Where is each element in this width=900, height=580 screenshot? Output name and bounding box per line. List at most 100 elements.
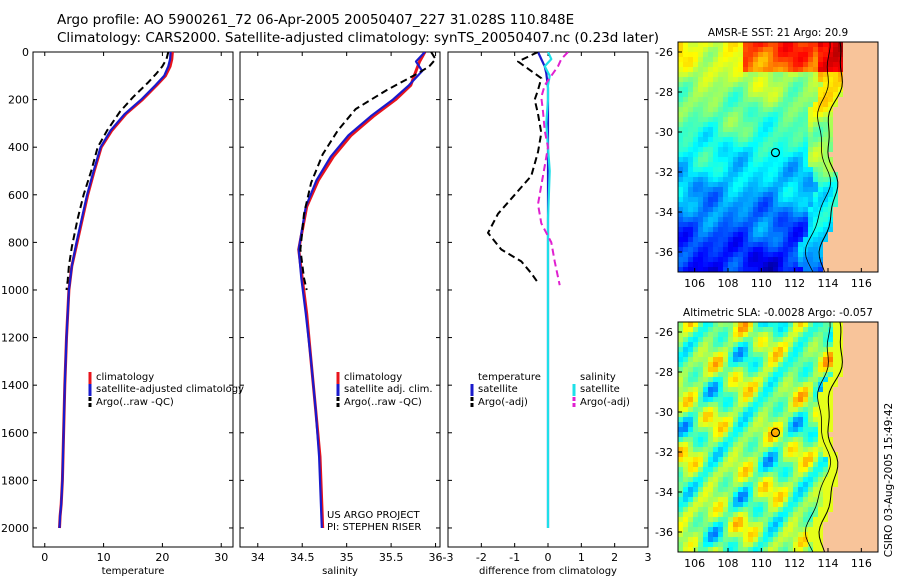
map-cell (763, 92, 769, 98)
map-cell (693, 322, 699, 328)
map-cell (718, 407, 724, 413)
map-cell (738, 47, 744, 53)
map-cell (813, 492, 819, 498)
map-cell (708, 387, 714, 393)
map-cell (768, 537, 774, 543)
map-cell (823, 347, 829, 353)
map-cell (873, 512, 878, 518)
map-cell (713, 447, 719, 453)
map-cell (723, 482, 729, 488)
map-cell (768, 322, 774, 328)
map-cell (773, 432, 779, 438)
map-cell (828, 142, 834, 148)
map-cell (858, 527, 864, 533)
map-cell (768, 182, 774, 188)
map-cell (853, 162, 859, 168)
map-cell (768, 332, 774, 338)
map-cell (788, 437, 794, 443)
map-cell (798, 457, 804, 463)
map-cell (803, 112, 809, 118)
map-cell (873, 367, 878, 373)
map-cell (728, 422, 734, 428)
map-cell (843, 427, 849, 433)
map-cell (708, 197, 714, 203)
map-cell (693, 122, 699, 128)
map-cell (728, 447, 734, 453)
map-cell (828, 132, 834, 138)
map-cell (858, 492, 864, 498)
map-cell (738, 52, 744, 58)
map-cell (848, 407, 854, 413)
map-cell (718, 392, 724, 398)
map-cell (783, 432, 789, 438)
map-cell (708, 52, 714, 58)
map-cell (823, 222, 829, 228)
map-cell (828, 157, 834, 163)
map-cell (808, 137, 814, 143)
map-cell (758, 157, 764, 163)
map-cell (683, 547, 689, 552)
legend-temp-argo: Argo(..raw -QC) (96, 397, 174, 408)
map-cell (728, 377, 734, 383)
map-cell (758, 547, 764, 552)
map-cell (818, 217, 824, 223)
map-cell (853, 367, 859, 373)
map-cell (688, 452, 694, 458)
map-cell (768, 57, 774, 63)
map-cell (843, 417, 849, 423)
map-cell (813, 67, 819, 73)
map-cell (748, 137, 754, 143)
map-cell (768, 72, 774, 78)
map-cell (818, 332, 824, 338)
map-cell (858, 82, 864, 88)
map-cell (678, 137, 684, 143)
map-cell (868, 237, 874, 243)
map-cell (833, 512, 839, 518)
map-cell (743, 47, 749, 53)
map-cell (698, 372, 704, 378)
map-cell (778, 112, 784, 118)
map-cell (848, 482, 854, 488)
map-cell (843, 332, 849, 338)
map-cell (758, 137, 764, 143)
map-cell (743, 497, 749, 503)
map-shelf-contour-sla-map (804, 322, 832, 552)
map-cell (733, 492, 739, 498)
map-cell (793, 92, 799, 98)
map-cell (723, 447, 729, 453)
map-cell (843, 57, 849, 63)
map-cell (713, 267, 719, 272)
map-cell (778, 62, 784, 68)
map-cell (768, 42, 774, 48)
map-cell (828, 412, 834, 418)
map-cell (693, 197, 699, 203)
map-cell (733, 202, 739, 208)
map-cell (693, 432, 699, 438)
map-cell (863, 412, 869, 418)
map-cell (818, 52, 824, 58)
map-cell (778, 97, 784, 103)
map-cell (683, 197, 689, 203)
map-cell (823, 522, 829, 528)
map-cell (713, 187, 719, 193)
map-cell (738, 412, 744, 418)
map-cell (723, 327, 729, 333)
map-cell (808, 432, 814, 438)
map-cell (748, 467, 754, 473)
map-cell (813, 182, 819, 188)
map-cell (698, 82, 704, 88)
map-cell (808, 207, 814, 213)
map-cell (748, 332, 754, 338)
map-cell (833, 472, 839, 478)
map-cell (833, 122, 839, 128)
map-cell (783, 322, 789, 328)
map-cell (723, 392, 729, 398)
map-cell (753, 42, 759, 48)
map-cell (688, 167, 694, 173)
map-cell (773, 417, 779, 423)
map-cell (798, 372, 804, 378)
map-cell (843, 137, 849, 143)
map-cell (838, 362, 844, 368)
map-cell (798, 132, 804, 138)
map-cell (758, 427, 764, 433)
